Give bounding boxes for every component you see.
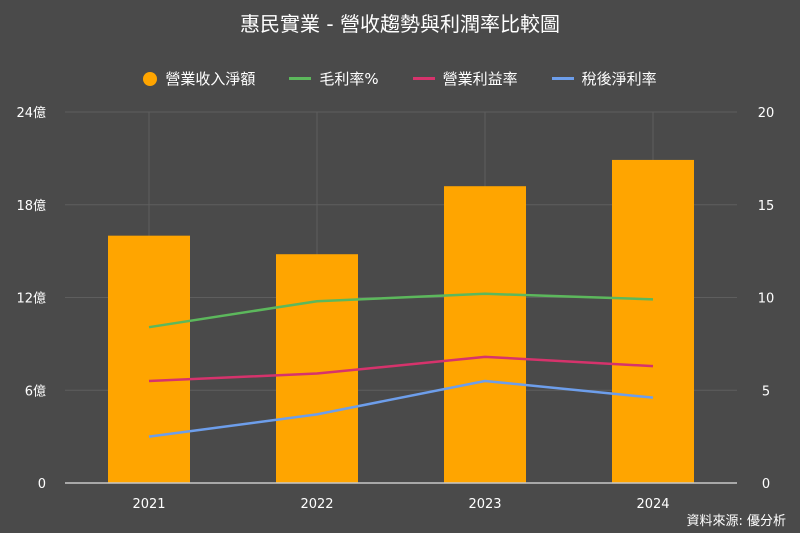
bar-revenue [276, 254, 358, 483]
bar-revenue [444, 186, 526, 483]
chart-title: 惠民實業 - 營收趨勢與利潤率比較圖 [240, 12, 560, 36]
line-net-margin [148, 379, 654, 438]
legend-swatch-operating-margin [412, 77, 435, 80]
legend-label-operating-margin: 營業利益率 [442, 70, 518, 88]
x-tick-label: 2022 [300, 497, 333, 512]
x-tick-label: 2023 [468, 497, 501, 512]
legend-item-net-margin[interactable]: 稅後淨利率 [551, 68, 657, 89]
y-right-tick-label: 15 [758, 199, 775, 214]
bar-revenue [612, 159, 694, 483]
y-right-tick-label: 0 [762, 477, 770, 492]
legend-swatch-gross-margin [289, 77, 312, 80]
y-right-tick-label: 10 [758, 292, 775, 307]
y-right-tick-label: 5 [762, 384, 770, 399]
chart-legend: 營業收入淨額 毛利率% 營業利益率 稅後淨利率 [0, 68, 800, 89]
source-note: 資料來源: 優分析 [686, 514, 786, 529]
y-left-tick-label: 12億 [16, 291, 46, 307]
legend-label-net-margin: 稅後淨利率 [581, 70, 657, 88]
legend-label-revenue: 營業收入淨額 [165, 70, 256, 88]
x-tick-label: 2021 [132, 497, 165, 512]
line-gross-margin [148, 292, 654, 329]
y-left-tick-label: 24億 [16, 105, 46, 121]
y-left-tick-label: 18億 [16, 198, 46, 214]
y-right-tick-label: 20 [758, 106, 775, 121]
bar-revenue [108, 235, 190, 483]
line-operating-margin [148, 355, 654, 383]
legend-swatch-net-margin [551, 77, 574, 80]
legend-item-gross-margin[interactable]: 毛利率% [289, 68, 379, 89]
y-left-tick-label: 6億 [25, 383, 46, 399]
legend-swatch-revenue [143, 71, 158, 86]
legend-item-operating-margin[interactable]: 營業利益率 [412, 68, 518, 89]
y-left-tick-label: 0 [38, 477, 46, 492]
legend-label-gross-margin: 毛利率% [319, 70, 379, 88]
x-tick-label: 2024 [636, 497, 669, 512]
legend-item-revenue[interactable]: 營業收入淨額 [143, 68, 255, 89]
